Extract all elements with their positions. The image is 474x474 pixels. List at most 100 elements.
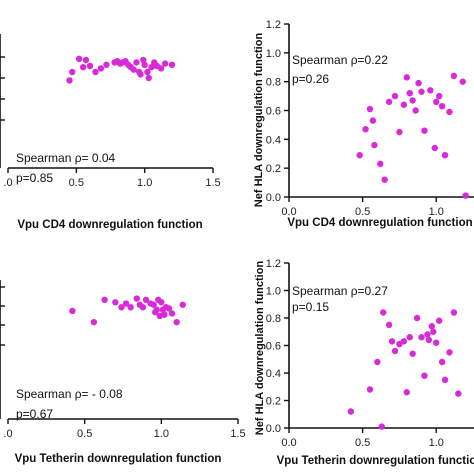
- scatter-point: [450, 309, 458, 316]
- scatter-point: [374, 358, 381, 366]
- scatter-point: [459, 78, 466, 85]
- scatter-point: [161, 311, 168, 318]
- scatter-point: [425, 336, 433, 344]
- scatter-point: [400, 101, 408, 108]
- scatter-point: [145, 74, 152, 82]
- x-axis-label: Vpu Tetherin downregulation function: [15, 453, 222, 465]
- scatter-point: [462, 192, 469, 199]
- scatter-point: [446, 349, 453, 356]
- scatter-point: [435, 317, 443, 324]
- scatter-point: [118, 304, 125, 311]
- y-tick-label: 0.2: [266, 163, 281, 175]
- scatter-point: [409, 97, 416, 104]
- scatter-point: [380, 309, 387, 316]
- x-axis-label: Vpu CD4 downregulation function: [17, 219, 202, 231]
- y-tick-label: 1.2: [266, 19, 281, 31]
- scatter-point: [403, 74, 410, 81]
- scatter-point: [431, 144, 438, 152]
- scatter-point: [435, 92, 443, 100]
- scatter-point: [140, 56, 147, 64]
- scatter-point: [139, 304, 147, 311]
- p-value-label: p=0.15: [292, 300, 329, 314]
- scatter-point: [406, 334, 413, 341]
- scatter-point: [418, 88, 425, 95]
- y-tick-label: 0.2: [266, 396, 281, 408]
- scatter-point: [161, 60, 169, 67]
- scatter-point: [148, 63, 155, 71]
- scatter-point: [446, 108, 453, 116]
- scatter-point: [441, 376, 449, 384]
- scatter-point: [433, 339, 440, 346]
- scatter-point: [101, 296, 108, 303]
- scatter-point: [103, 61, 110, 68]
- scatter-point: [412, 107, 419, 114]
- x-tick-label: 1.0: [429, 206, 444, 218]
- y-tick-label: 1.0: [266, 286, 281, 298]
- scatter-point: [75, 55, 83, 62]
- scatter-point: [366, 105, 374, 113]
- scatter-point: [428, 323, 436, 330]
- scatter-point: [433, 98, 440, 106]
- scatter-point: [142, 296, 150, 303]
- scatter-point: [369, 117, 377, 124]
- scatter-point: [179, 301, 186, 308]
- p-value-label: p=0.85: [16, 171, 53, 185]
- x-tick-label: .0: [3, 177, 12, 189]
- scatter-point: [400, 338, 408, 345]
- scatter-point: [130, 66, 137, 73]
- x-tick-label: 0.5: [355, 437, 370, 449]
- scatter-point: [356, 151, 363, 159]
- scatter-point: [69, 68, 76, 76]
- scatter-point: [362, 126, 369, 133]
- scatter-point: [157, 65, 165, 72]
- scatter-point: [90, 318, 98, 326]
- scatter-point: [430, 328, 437, 335]
- y-tick-label: 0.6: [266, 106, 281, 118]
- panel-bottom-right: 0.0 0.5 1.0 0.0 0.2 0.4 0.6 0.8 1.0 1.2 Vpu Tether…: [254, 258, 474, 467]
- scatter-point: [141, 61, 148, 68]
- scatter-point: [79, 63, 87, 71]
- scatter-point: [388, 338, 396, 345]
- x-tick-label: 0.0: [281, 437, 296, 449]
- scatter-point: [168, 310, 176, 317]
- scatter-point: [66, 77, 73, 84]
- y-tick-label: 0.8: [266, 77, 281, 89]
- scatter-point: [92, 68, 99, 76]
- scatter-point: [378, 423, 385, 430]
- scatter-point: [381, 176, 388, 183]
- x-tick-label: 0.5: [77, 428, 92, 440]
- scatter-point: [421, 127, 428, 134]
- scatter-point: [153, 306, 160, 313]
- spearman-rho-label: Spearman ρ=0.27: [292, 284, 388, 298]
- scatter-point: [127, 304, 134, 311]
- scatter-point: [371, 141, 378, 149]
- y-tick-label: 0.0: [266, 192, 281, 204]
- panel-top-right: 0.0 0.5 1.0 0.0 0.2 0.4 0.6 0.8 1.0 1.2 Vpu CD4 do…: [253, 19, 474, 229]
- scatter-point: [173, 318, 180, 326]
- scatter-point: [441, 151, 449, 159]
- spearman-rho-label: Spearman ρ= 0.04: [16, 151, 116, 165]
- x-tick-label: 1.5: [230, 428, 245, 440]
- scatter-point: [385, 98, 393, 106]
- scatter-point: [438, 358, 446, 366]
- y-tick-label: 0.8: [266, 313, 281, 325]
- scatter-point: [168, 61, 176, 68]
- x-axis-label: Vpu Tetherin downregulation function: [277, 455, 474, 467]
- scatter-point: [165, 305, 173, 312]
- scatter-point: [403, 389, 410, 396]
- p-value-label: p=0.67: [16, 407, 53, 421]
- y-axis-label: Nef HLA downregulation function: [254, 261, 266, 436]
- y-tick-label: 1.0: [266, 48, 281, 60]
- scatter-point: [133, 59, 140, 66]
- scatter-point: [377, 160, 384, 168]
- x-tick-label: 0.5: [355, 206, 370, 218]
- x-tick-label: 1.5: [205, 177, 220, 189]
- scatter-point: [418, 334, 425, 341]
- scatter-point: [69, 307, 76, 315]
- scatter-point: [415, 79, 422, 87]
- scatter-point: [450, 72, 458, 80]
- scatter-point: [396, 128, 403, 136]
- scatter-point: [455, 390, 462, 397]
- y-tick-label: 0.0: [266, 423, 281, 435]
- scatter-point: [347, 408, 355, 415]
